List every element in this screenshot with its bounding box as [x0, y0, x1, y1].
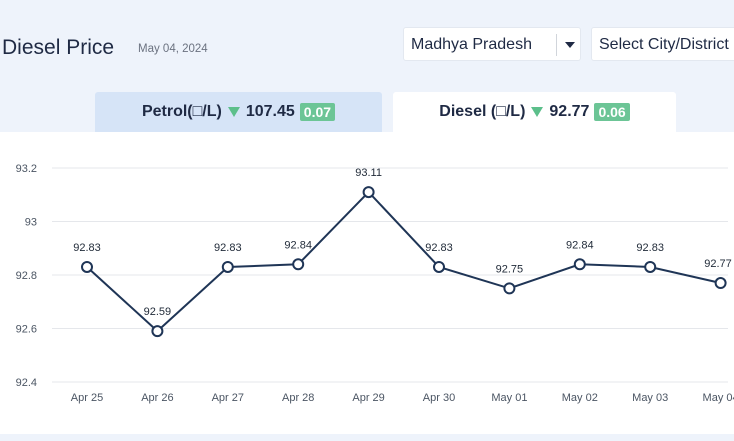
- y-tick-label: 92.8: [16, 270, 37, 282]
- chevron-down-icon[interactable]: [565, 42, 575, 48]
- data-point: [714, 277, 727, 290]
- x-tick-label: May 01: [491, 392, 527, 404]
- tab-diesel-price: 92.77: [549, 103, 590, 120]
- data-point: [433, 260, 445, 273]
- data-label: 92.77: [704, 258, 732, 270]
- x-tick-label: May 03: [632, 392, 668, 404]
- page-title: Diesel Price: [2, 36, 115, 59]
- data-point: [503, 282, 516, 295]
- data-point: [292, 258, 305, 271]
- city-select-value: Select City/District: [599, 36, 729, 53]
- data-label: 92.83: [73, 242, 101, 254]
- down-arrow-icon: [531, 107, 544, 117]
- data-label: 92.59: [144, 306, 172, 318]
- x-tick-label: Apr 30: [423, 392, 455, 404]
- x-tick-label: Apr 27: [212, 392, 244, 404]
- tab-diesel-change-badge: 0.06: [594, 103, 630, 121]
- tab-diesel[interactable]: Diesel (□/L) 92.77 0.06: [393, 92, 676, 132]
- footer-strip: [0, 434, 734, 441]
- tab-petrol[interactable]: Petrol(□/L) 107.45 0.07: [95, 92, 382, 132]
- x-tick-label: Apr 26: [141, 392, 173, 404]
- select-divider: [556, 34, 557, 56]
- data-point: [362, 186, 375, 199]
- series-line: [86, 190, 721, 333]
- tab-petrol-label: Petrol(□/L): [141, 103, 222, 120]
- header: Diesel Price May 04, 2024 Madhya Pradesh…: [0, 0, 734, 92]
- state-select[interactable]: Madhya Pradesh: [403, 27, 581, 61]
- data-label: 92.75: [496, 263, 524, 275]
- data-label: 92.83: [636, 242, 664, 254]
- tab-diesel-label: Diesel (□/L): [439, 103, 526, 120]
- data-point: [81, 260, 93, 273]
- y-tick-label: 93: [25, 217, 37, 229]
- x-tick-label: Apr 25: [71, 392, 103, 404]
- state-select-value: Madhya Pradesh: [411, 36, 532, 53]
- chart-panel: 92.4 92.6 92.8 93 93.2 Apr 25 Apr 26 Apr 27 Apr …: [0, 132, 734, 434]
- page-date: May 04, 2024: [138, 43, 208, 55]
- x-tick-label: Apr 29: [352, 392, 384, 404]
- data-point: [151, 325, 164, 338]
- price-line-chart: 92.4 92.6 92.8 93 93.2 Apr 25 Apr 26 Apr 27 Apr …: [16, 163, 734, 404]
- tab-petrol-price: 107.45: [245, 103, 295, 120]
- data-label: 92.83: [214, 242, 242, 254]
- data-point: [644, 260, 657, 273]
- data-label: 92.84: [284, 239, 312, 251]
- data-label: 92.83: [425, 242, 453, 254]
- x-tick-label: Apr 28: [282, 392, 314, 404]
- down-arrow-icon: [227, 107, 240, 117]
- x-tick-label: May 02: [562, 392, 598, 404]
- y-tick-label: 92.4: [16, 377, 37, 389]
- x-tick-label: May 04: [703, 392, 734, 404]
- y-tick-label: 92.6: [16, 324, 37, 336]
- data-label: 92.84: [566, 239, 594, 251]
- data-label: 93.11: [355, 167, 382, 179]
- tab-petrol-change-badge: 0.07: [299, 103, 336, 121]
- data-point: [573, 258, 586, 271]
- data-point: [221, 260, 234, 273]
- y-tick-label: 93.2: [16, 163, 37, 175]
- city-select[interactable]: Select City/District: [591, 27, 734, 61]
